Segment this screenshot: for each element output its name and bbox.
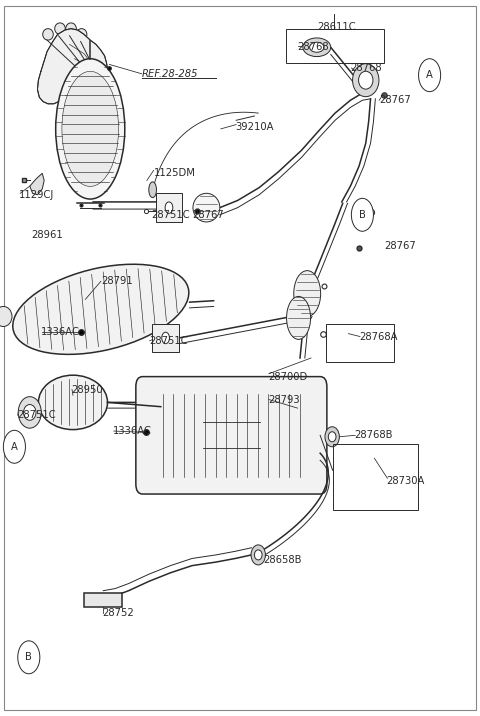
Ellipse shape <box>328 432 336 442</box>
Text: 28768B: 28768B <box>354 430 393 440</box>
Bar <box>333 444 418 510</box>
Ellipse shape <box>24 405 36 420</box>
Bar <box>152 324 179 352</box>
Text: REF.28-285: REF.28-285 <box>142 69 198 79</box>
Ellipse shape <box>18 397 41 428</box>
Ellipse shape <box>251 545 265 565</box>
Circle shape <box>18 641 40 674</box>
Text: 28611C: 28611C <box>317 22 355 32</box>
Ellipse shape <box>193 193 220 222</box>
Text: 28791: 28791 <box>101 276 132 286</box>
Ellipse shape <box>55 23 65 34</box>
Circle shape <box>419 59 441 92</box>
Circle shape <box>3 430 25 463</box>
Ellipse shape <box>0 306 12 326</box>
Text: 28768A: 28768A <box>359 332 397 342</box>
Ellipse shape <box>162 332 169 344</box>
Ellipse shape <box>254 550 262 560</box>
Ellipse shape <box>325 427 339 447</box>
Ellipse shape <box>359 71 373 90</box>
Text: 28961: 28961 <box>31 230 63 240</box>
Text: 28730A: 28730A <box>386 476 425 486</box>
Text: 1125DM: 1125DM <box>154 168 195 178</box>
Bar <box>326 324 394 362</box>
Ellipse shape <box>303 38 331 57</box>
Ellipse shape <box>287 296 311 339</box>
Text: 1336AC: 1336AC <box>113 426 152 436</box>
Text: 28752: 28752 <box>102 608 134 618</box>
FancyBboxPatch shape <box>136 377 327 494</box>
Text: 28751C: 28751C <box>151 210 190 220</box>
Text: 28700D: 28700D <box>268 372 307 382</box>
Ellipse shape <box>38 375 108 430</box>
Text: 39210A: 39210A <box>235 122 274 132</box>
Text: 28767: 28767 <box>384 241 416 251</box>
Text: 28767: 28767 <box>379 95 411 105</box>
Text: A: A <box>426 70 433 80</box>
Text: 28658B: 28658B <box>263 555 301 565</box>
Ellipse shape <box>352 64 379 97</box>
Ellipse shape <box>310 42 324 52</box>
Ellipse shape <box>76 29 87 40</box>
Circle shape <box>351 198 373 231</box>
Text: 1336AC: 1336AC <box>41 327 80 337</box>
Text: 28950: 28950 <box>71 384 103 395</box>
Polygon shape <box>84 593 122 607</box>
Ellipse shape <box>56 59 125 199</box>
Bar <box>156 193 182 222</box>
Text: 28767: 28767 <box>192 210 224 220</box>
Ellipse shape <box>13 264 189 354</box>
Text: 28751C: 28751C <box>17 410 55 420</box>
Text: 28751C: 28751C <box>149 336 187 346</box>
Text: A: A <box>11 442 18 452</box>
Ellipse shape <box>165 202 173 213</box>
Ellipse shape <box>149 182 156 198</box>
Text: B: B <box>25 652 32 662</box>
Ellipse shape <box>43 29 53 40</box>
Bar <box>286 29 384 63</box>
Text: 28768: 28768 <box>350 63 382 73</box>
Ellipse shape <box>62 72 119 186</box>
Ellipse shape <box>294 271 321 316</box>
Text: B: B <box>359 210 366 220</box>
Polygon shape <box>30 173 44 195</box>
Text: 1129CJ: 1129CJ <box>19 190 54 200</box>
Polygon shape <box>37 29 109 104</box>
Ellipse shape <box>353 207 375 218</box>
Ellipse shape <box>66 23 76 34</box>
Text: 28793: 28793 <box>268 395 300 405</box>
Text: 28768: 28768 <box>298 42 329 52</box>
